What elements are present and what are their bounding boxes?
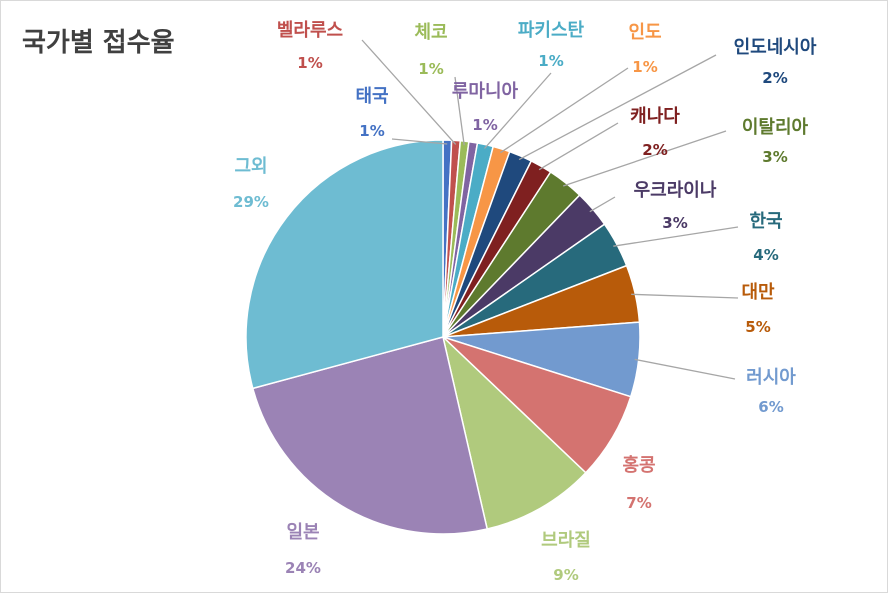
- slice-value-label-9: 3%: [662, 214, 687, 232]
- leader-line-11: [631, 293, 739, 299]
- pie-slice-16: [245, 139, 444, 390]
- slice-value-label-12: 6%: [758, 398, 783, 416]
- leader-line-7: [538, 122, 619, 171]
- leader-line-2: [454, 76, 465, 146]
- slice-name-label-3: 루마니아: [452, 81, 519, 102]
- slice-name-label-0: 태국: [355, 86, 388, 107]
- leader-line-0: [391, 138, 448, 145]
- slice-name-label-13: 홍콩: [622, 454, 655, 476]
- slice-value-label-8: 3%: [762, 148, 787, 166]
- leader-line-4: [484, 72, 552, 149]
- leader-line-9: [589, 196, 616, 213]
- slice-value-label-6: 2%: [762, 69, 787, 87]
- slice-name-label-6: 인도네시아: [734, 37, 817, 58]
- slice-name-label-9: 우크라이나: [634, 180, 717, 201]
- pie-slices: [245, 139, 641, 535]
- slice-value-label-10: 4%: [753, 246, 778, 264]
- slice-value-label-7: 2%: [642, 141, 667, 159]
- slice-value-label-5: 1%: [632, 58, 657, 76]
- slice-name-label-15: 일본: [286, 522, 319, 543]
- slice-value-label-16: 29%: [233, 193, 269, 211]
- slice-name-label-11: 대만: [741, 282, 775, 303]
- slice-value-label-4: 1%: [538, 52, 563, 70]
- leader-line-8: [562, 130, 727, 187]
- pie-slice-15: [251, 336, 489, 535]
- slice-value-label-15: 24%: [285, 559, 321, 577]
- slice-value-label-14: 9%: [553, 566, 578, 584]
- slice-name-label-1: 벨라루스: [277, 20, 343, 41]
- chart-title: 국가별 접수율: [22, 28, 175, 58]
- slice-name-label-5: 인도: [628, 22, 661, 43]
- pie-slice-14: [441, 334, 587, 530]
- leader-lines: [361, 39, 739, 380]
- slice-name-label-12: 러시아: [746, 367, 796, 388]
- slice-name-label-2: 체코: [414, 22, 447, 43]
- slice-name-label-8: 이탈리아: [742, 117, 809, 138]
- slice-labels: 태국 1% 벨라루스 1% 체코 1% 루마니아 1% 파키스탄 1% 인도 1% 인도네시아 2% 캐나다…: [233, 20, 817, 584]
- leader-line-1: [361, 39, 457, 145]
- slice-value-label-13: 7%: [626, 494, 651, 512]
- slice-value-label-0: 1%: [359, 122, 384, 140]
- slice-value-label-11: 5%: [745, 318, 770, 336]
- slice-value-label-2: 1%: [418, 60, 443, 78]
- leader-line-12: [634, 358, 736, 380]
- slice-name-label-4: 파키스탄: [518, 20, 585, 41]
- leader-line-5: [499, 67, 629, 154]
- slice-name-label-7: 캐나다: [630, 106, 680, 127]
- leader-line-10: [613, 226, 739, 247]
- slice-name-label-14: 브라질: [541, 530, 591, 551]
- slice-name-label-10: 한국: [749, 211, 782, 232]
- slice-value-label-3: 1%: [472, 116, 497, 134]
- slice-value-label-1: 1%: [297, 54, 322, 72]
- slice-name-label-16: 그외: [234, 156, 267, 177]
- leader-line-6: [518, 54, 717, 161]
